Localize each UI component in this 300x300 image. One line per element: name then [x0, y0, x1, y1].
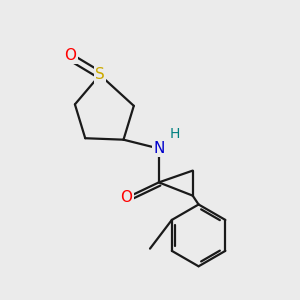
Text: O: O — [120, 190, 132, 205]
Text: S: S — [95, 68, 105, 82]
Text: O: O — [64, 48, 76, 63]
Text: N: N — [153, 141, 164, 156]
Text: H: H — [170, 127, 180, 141]
